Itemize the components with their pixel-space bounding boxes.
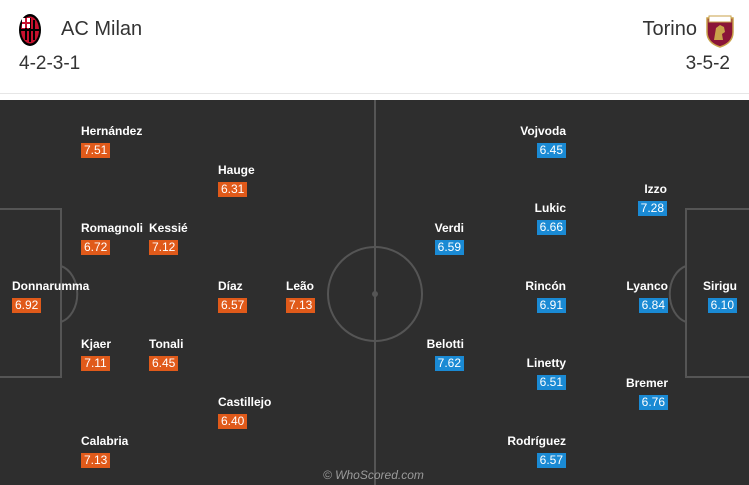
player-rating: 6.59 [434,240,464,255]
player-rating: 6.40 [218,414,248,429]
player-sirigu[interactable]: Sirigu 6.10 [690,279,737,319]
player-rating: 6.72 [81,240,111,255]
player-rating: 6.84 [638,298,668,313]
player-lyanco[interactable]: Lyanco 6.84 [615,279,668,319]
player-rating: 7.62 [434,356,464,371]
player-name: Castillejo [218,395,272,409]
player-verdi[interactable]: Verdi 6.59 [420,221,464,261]
home-formation: 4-2-3-1 [19,53,81,74]
player-name: Donnarumma [12,279,90,293]
player-name: Díaz [218,279,243,293]
player-name: Lukic [534,201,566,215]
player-rodriguez[interactable]: Rodríguez 6.57 [495,434,566,474]
player-name: Belotti [426,337,464,351]
player-name: Kessié [149,221,188,235]
player-name: Hauge [218,163,255,177]
player-name: Verdi [434,221,464,235]
player-bremer[interactable]: Bremer 6.76 [615,376,668,416]
player-name: Hernández [81,124,143,138]
player-name: Tonali [149,337,184,351]
player-rating: 6.45 [149,356,179,371]
player-rating: 7.13 [81,453,111,468]
player-name: Leão [286,279,315,293]
player-rating: 7.12 [149,240,179,255]
player-lukic[interactable]: Lukic 6.66 [505,201,566,241]
header-divider [0,93,749,94]
player-izzo[interactable]: Izzo 7.28 [625,182,667,222]
player-rating: 6.51 [536,375,566,390]
player-name: Lyanco [626,279,668,293]
player-rating: 6.57 [218,298,248,313]
player-name: Vojvoda [520,124,566,138]
player-rating: 7.13 [286,298,316,313]
player-rating: 6.31 [218,182,248,197]
player-name: Rodríguez [507,434,566,448]
player-name: Sirigu [702,279,737,293]
torino-crest-icon [706,15,734,48]
player-rating: 6.10 [707,298,737,313]
player-rating: 6.91 [536,298,566,313]
player-name: Calabria [81,434,129,448]
player-belotti[interactable]: Belotti 7.62 [410,337,464,377]
home-team-name[interactable]: AC Milan [61,18,143,40]
pitch: Hernández 7.51 Hauge 6.31 Romagnoli 6.72… [0,100,749,485]
match-header: AC Milan 4-2-3-1 Torino 3-5-2 [0,0,749,100]
pitch-markings [0,100,749,485]
away-formation: 3-5-2 [685,53,730,74]
whoscored-watermark: © WhoScored.com [323,468,424,482]
player-rincon[interactable]: Rincón 6.91 [505,279,566,319]
player-linetty[interactable]: Linetty 6.51 [505,356,566,396]
player-name: Rincón [525,279,566,293]
player-rating: 6.76 [638,395,668,410]
player-name: Romagnoli [81,221,143,235]
player-name: Bremer [625,376,668,390]
player-rating: 6.92 [12,298,42,313]
player-rating: 6.45 [536,143,566,158]
player-name: Izzo [644,182,667,196]
player-name: Linetty [526,356,566,370]
player-rating: 6.66 [536,220,566,235]
ac-milan-crest-icon [19,14,41,46]
player-rating: 7.11 [81,356,110,371]
away-team-name[interactable]: Torino [642,18,697,40]
player-vojvoda[interactable]: Vojvoda 6.45 [505,124,566,164]
player-name: Kjaer [81,337,112,351]
player-rating: 7.28 [637,201,667,216]
player-rating: 6.57 [536,453,566,468]
player-rating: 7.51 [81,143,111,158]
